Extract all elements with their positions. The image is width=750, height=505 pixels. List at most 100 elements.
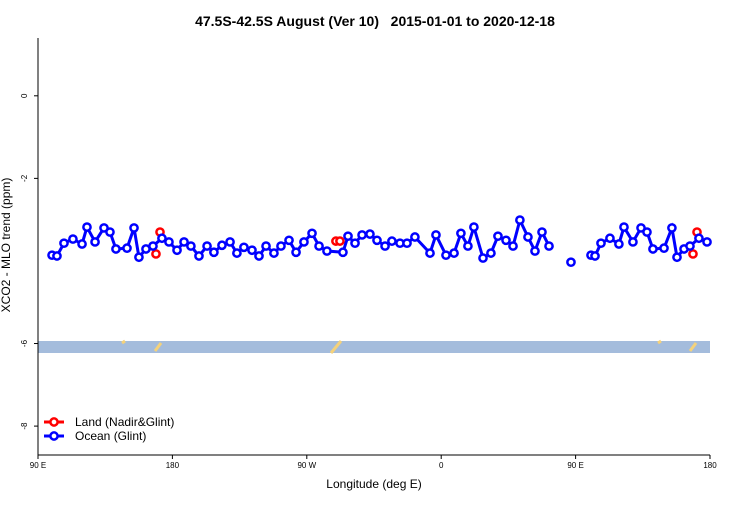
y-tick-label: 0 bbox=[20, 93, 29, 98]
y-tick-label: -2 bbox=[20, 174, 29, 182]
point bbox=[164, 237, 174, 247]
point bbox=[515, 215, 525, 225]
point bbox=[59, 238, 69, 249]
point bbox=[322, 246, 332, 256]
point bbox=[544, 241, 554, 251]
point bbox=[82, 222, 92, 232]
point bbox=[469, 222, 479, 232]
point bbox=[172, 245, 182, 256]
point bbox=[307, 228, 317, 239]
point bbox=[209, 247, 219, 258]
point bbox=[276, 241, 286, 251]
point bbox=[357, 230, 367, 240]
point bbox=[111, 244, 121, 254]
y-axis-label: XCO2 - MLO trend (ppm) bbox=[0, 178, 13, 313]
point bbox=[523, 232, 533, 242]
point bbox=[688, 249, 698, 259]
point bbox=[619, 222, 629, 232]
x-tick-label: 90 W bbox=[297, 461, 316, 470]
point bbox=[463, 241, 473, 251]
point bbox=[410, 232, 420, 242]
point bbox=[685, 241, 695, 251]
point bbox=[530, 246, 540, 256]
x-tick-label: 180 bbox=[703, 461, 717, 470]
x-axis-label: Longitude (deg E) bbox=[326, 477, 421, 491]
point bbox=[387, 236, 397, 246]
point bbox=[148, 241, 158, 251]
point bbox=[614, 239, 624, 249]
point bbox=[648, 244, 658, 254]
y-tick-label: -6 bbox=[20, 339, 29, 347]
point bbox=[449, 248, 459, 258]
point bbox=[335, 236, 345, 246]
point bbox=[672, 252, 682, 263]
point bbox=[380, 241, 390, 251]
point bbox=[441, 250, 451, 261]
point bbox=[694, 233, 704, 244]
legend-marker bbox=[49, 417, 59, 427]
point bbox=[456, 228, 466, 239]
point bbox=[291, 247, 301, 258]
x-tick-label: 90 E bbox=[567, 461, 583, 470]
point bbox=[596, 238, 606, 249]
point bbox=[431, 230, 441, 240]
point bbox=[239, 242, 249, 253]
point bbox=[202, 241, 212, 251]
point bbox=[508, 241, 518, 251]
y-tick-label: -8 bbox=[20, 422, 29, 430]
point bbox=[642, 227, 652, 237]
point bbox=[232, 248, 242, 258]
point bbox=[186, 241, 196, 251]
legend-label: Ocean (Glint) bbox=[75, 429, 146, 443]
point bbox=[261, 241, 271, 251]
x-tick-label: 90 E bbox=[30, 461, 46, 470]
point bbox=[350, 238, 360, 249]
point bbox=[105, 227, 115, 237]
point bbox=[493, 231, 503, 242]
point bbox=[486, 248, 496, 258]
point bbox=[179, 237, 189, 247]
point bbox=[605, 233, 615, 244]
point bbox=[157, 233, 167, 244]
point bbox=[254, 251, 264, 261]
land-mask-detail bbox=[121, 339, 698, 354]
point bbox=[247, 245, 257, 256]
point bbox=[225, 237, 235, 247]
point bbox=[501, 235, 511, 246]
point bbox=[269, 248, 279, 258]
point bbox=[314, 241, 324, 251]
point bbox=[299, 237, 309, 247]
point bbox=[590, 251, 600, 261]
point bbox=[425, 248, 435, 258]
point bbox=[338, 247, 348, 258]
point bbox=[537, 227, 547, 237]
point bbox=[77, 239, 87, 249]
point bbox=[343, 231, 353, 242]
point bbox=[284, 235, 294, 246]
point bbox=[151, 249, 161, 259]
point bbox=[702, 237, 712, 247]
legend-marker bbox=[49, 431, 59, 441]
point bbox=[52, 251, 62, 261]
point bbox=[194, 251, 204, 261]
legend-label: Land (Nadir&Glint) bbox=[75, 415, 174, 429]
point bbox=[365, 229, 375, 239]
point bbox=[217, 240, 227, 251]
point bbox=[129, 223, 139, 233]
point bbox=[402, 238, 412, 249]
point bbox=[68, 234, 78, 244]
point bbox=[566, 257, 576, 268]
point bbox=[90, 237, 100, 247]
point bbox=[134, 252, 144, 263]
point bbox=[628, 237, 638, 247]
point bbox=[667, 223, 677, 233]
x-tick-label: 180 bbox=[166, 461, 180, 470]
land-mask-band bbox=[38, 341, 710, 353]
point bbox=[372, 235, 382, 246]
point bbox=[478, 253, 488, 263]
x-tick-label: 0 bbox=[439, 461, 444, 470]
point bbox=[122, 243, 132, 254]
point bbox=[659, 243, 669, 254]
chart-title: 47.5S-42.5S August (Ver 10) 2015-01-01 t… bbox=[195, 13, 555, 29]
